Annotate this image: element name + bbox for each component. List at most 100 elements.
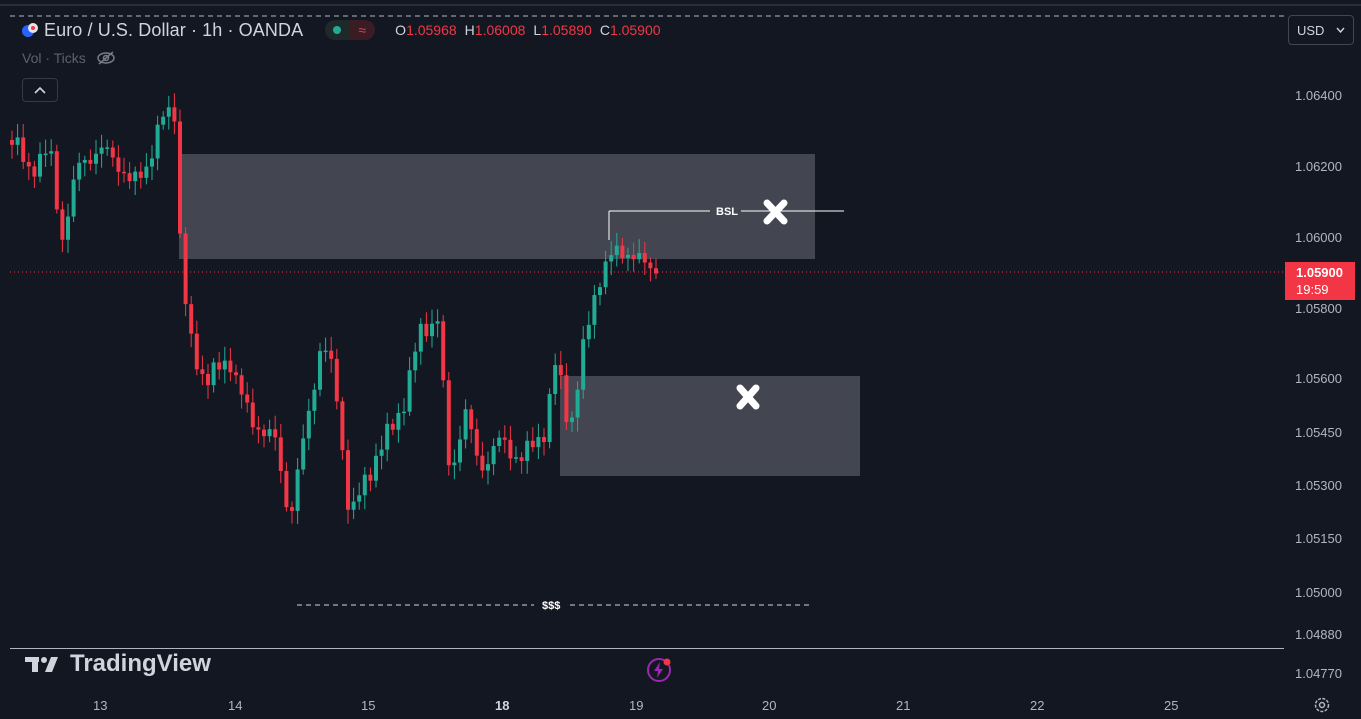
candle-body — [575, 389, 580, 418]
price-axis-label: 1.05800 — [1295, 301, 1342, 316]
candle-body — [21, 137, 26, 162]
candle-body — [508, 439, 513, 459]
candle-body — [441, 321, 446, 381]
candle-body — [194, 333, 199, 370]
candle-body — [256, 427, 261, 430]
candle-body — [402, 411, 406, 414]
candle-body — [105, 147, 110, 149]
candle-body — [648, 262, 653, 269]
upper-zone-box — [179, 154, 815, 259]
candle-body — [284, 471, 289, 508]
candle-body — [245, 394, 250, 403]
volume-legend[interactable]: Vol · Ticks — [22, 50, 116, 66]
candle-body — [564, 375, 569, 423]
eye-hidden-icon[interactable] — [96, 50, 116, 66]
candle-body — [82, 159, 87, 163]
time-axis-label: 14 — [228, 698, 243, 713]
candle-body — [598, 287, 602, 296]
logo-text: TradingView — [70, 650, 211, 677]
symbol-title[interactable]: Euro / U.S. Dollar · 1h · OANDA — [44, 19, 304, 40]
candle-body — [138, 171, 143, 178]
price-axis-label: 1.05450 — [1295, 425, 1342, 440]
bar-countdown: 19:59 — [1296, 282, 1329, 297]
candle-body — [144, 166, 149, 178]
lower-zone-box — [560, 376, 860, 476]
candle-body — [553, 365, 558, 395]
candle-body — [278, 437, 283, 472]
candle-body — [234, 372, 238, 376]
candle-body — [166, 107, 171, 117]
candle-body — [542, 437, 546, 443]
candle-body — [407, 370, 412, 412]
candle-body — [592, 295, 597, 325]
time-axis-label: 22 — [1030, 698, 1045, 713]
candle-body — [474, 429, 479, 456]
lightning-alert-icon[interactable] — [646, 657, 672, 683]
market-status-pills[interactable]: ≈ — [325, 20, 376, 40]
candle-body — [211, 362, 216, 386]
candle-body — [273, 429, 278, 438]
candle-body — [116, 157, 121, 172]
chevron-down-icon — [1336, 27, 1345, 33]
candle-body — [329, 350, 334, 359]
candle-body — [334, 358, 339, 402]
candle-body — [228, 360, 233, 373]
candle-body — [497, 437, 502, 446]
candle-body — [318, 351, 322, 390]
candle-body — [217, 362, 222, 370]
currency-select[interactable]: USD — [1288, 15, 1354, 45]
ohlc-values: O1.05968 H1.06008 L1.05890 C1.05900 — [395, 22, 661, 38]
time-axis-label: 20 — [762, 698, 777, 713]
candle-body — [306, 410, 311, 439]
candle-body — [374, 455, 378, 481]
candle-body — [362, 474, 367, 496]
candle-body — [435, 321, 440, 324]
candle-body — [586, 324, 591, 340]
tradingview-logo[interactable]: TradingView — [24, 650, 211, 678]
candle-body — [480, 455, 485, 471]
candle-body — [609, 255, 614, 262]
market-open-indicator[interactable] — [325, 20, 350, 40]
candle-body — [122, 171, 126, 174]
candle-body — [469, 409, 474, 430]
time-axis-label: 13 — [93, 698, 108, 713]
candle-body — [250, 402, 255, 428]
wave-indicator[interactable]: ≈ — [349, 20, 376, 40]
candle-body — [396, 412, 401, 430]
candle-body — [424, 323, 429, 337]
price-axis-label: 1.05300 — [1295, 478, 1342, 493]
price-axis-label: 1.05600 — [1295, 371, 1342, 386]
candle-body — [514, 457, 518, 459]
currency-flag-icon — [22, 23, 38, 37]
chevron-up-icon — [34, 86, 46, 94]
price-axis-label: 1.04770 — [1295, 666, 1342, 681]
time-axis-label: 21 — [896, 698, 911, 713]
candle-body — [189, 304, 194, 334]
candle-body — [15, 137, 20, 145]
candle-body — [385, 423, 390, 450]
candle-body — [581, 339, 586, 390]
candle-body — [295, 469, 300, 511]
settings-gear-icon[interactable] — [1313, 696, 1331, 714]
price-chart[interactable]: BSL $$$ — [0, 0, 1284, 648]
candle-body — [323, 350, 328, 353]
last-price-value: 1.05900 — [1296, 265, 1343, 280]
candle-body — [519, 457, 524, 461]
bsl-label: BSL — [716, 206, 738, 218]
candle-body — [558, 365, 563, 376]
candle-body — [10, 140, 14, 145]
candle-body — [60, 209, 65, 240]
candle-body — [155, 124, 160, 159]
candle-body — [99, 147, 104, 154]
candle-body — [430, 323, 434, 337]
price-axis-label: 1.04880 — [1295, 627, 1342, 642]
candle-body — [486, 464, 490, 471]
candle-body — [290, 507, 294, 511]
candle-body — [183, 233, 188, 305]
liquidity-label: $$$ — [542, 600, 560, 612]
collapse-legend-button[interactable] — [22, 78, 58, 102]
candle-body — [603, 261, 608, 288]
candle-body — [262, 429, 266, 437]
candle-body — [357, 495, 362, 502]
price-axis-label: 1.06400 — [1295, 88, 1342, 103]
